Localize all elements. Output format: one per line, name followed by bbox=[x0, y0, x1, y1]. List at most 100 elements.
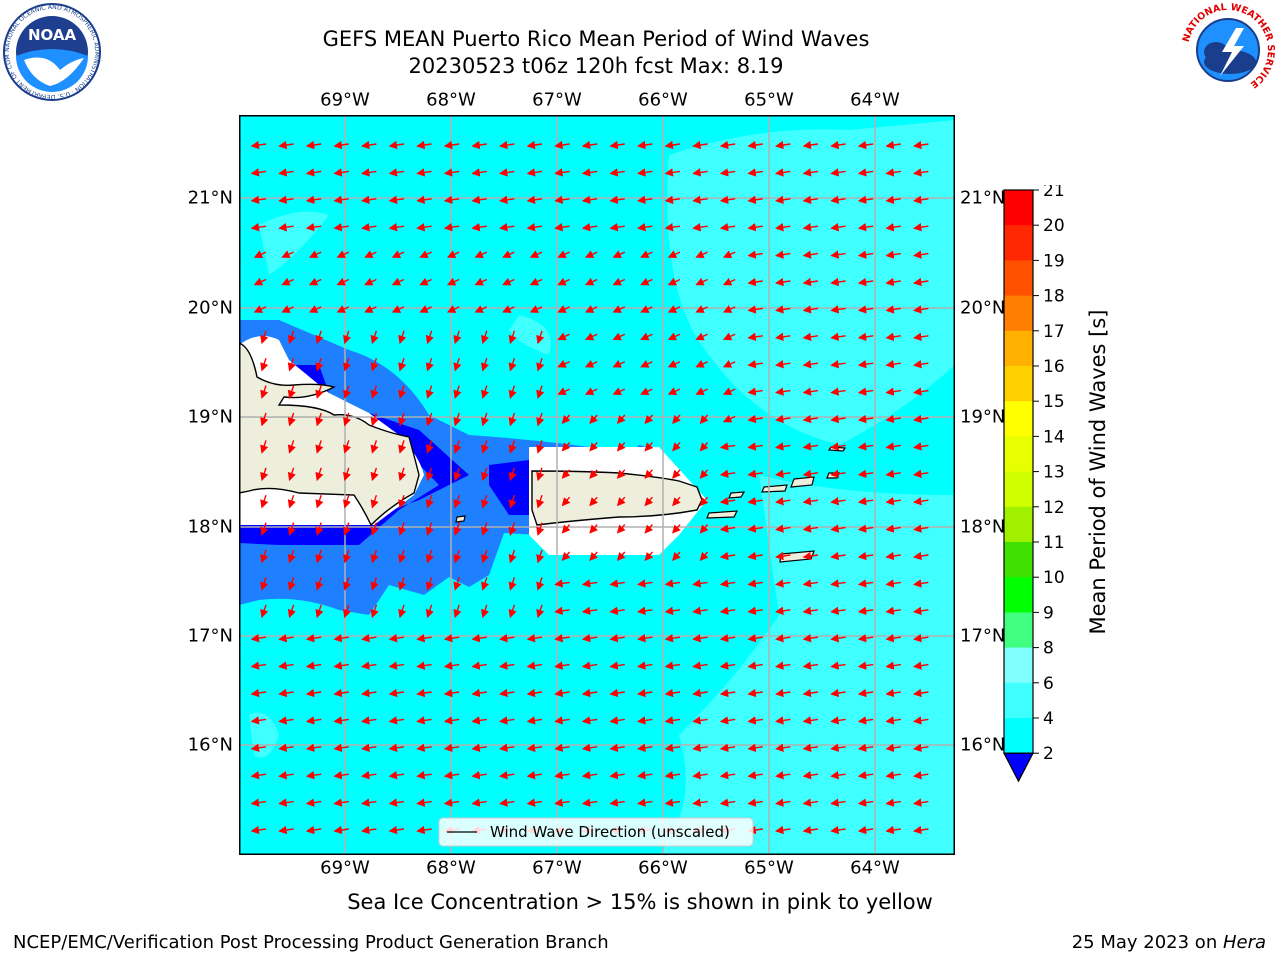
wave-direction-arrow bbox=[830, 250, 846, 259]
colorbar-band bbox=[1004, 260, 1033, 297]
wave-direction-arrow bbox=[775, 305, 791, 314]
lat-label-left: 21°N bbox=[187, 187, 233, 209]
wave-direction-arrow bbox=[747, 661, 763, 670]
wave-direction-arrow bbox=[305, 140, 322, 150]
lon-label-top: 64°W bbox=[850, 89, 900, 111]
wave-direction-arrow bbox=[747, 634, 763, 643]
chart-subtitle: 20230523 t06z 120h fcst Max: 8.19 bbox=[408, 54, 784, 78]
wave-direction-arrow bbox=[719, 497, 736, 506]
wave-direction-arrow bbox=[830, 305, 846, 314]
wave-direction-arrow bbox=[474, 305, 488, 313]
wave-direction-arrow bbox=[802, 387, 819, 396]
wave-direction-arrow bbox=[584, 305, 598, 313]
wave-direction-arrow bbox=[747, 524, 763, 533]
wave-direction-arrow bbox=[857, 305, 874, 314]
wave-direction-arrow bbox=[885, 360, 901, 369]
wave-direction-arrow bbox=[719, 688, 736, 698]
wave-direction-arrow bbox=[699, 441, 709, 452]
wave-direction-arrow bbox=[857, 688, 874, 698]
wave-direction-arrow bbox=[747, 688, 763, 698]
wave-direction-arrow bbox=[775, 771, 791, 780]
wave-direction-arrow bbox=[398, 330, 407, 345]
wave-direction-arrow bbox=[508, 412, 517, 427]
wave-direction-arrow bbox=[278, 743, 294, 752]
wave-direction-arrow bbox=[453, 467, 462, 482]
wave-direction-arrow bbox=[857, 195, 874, 204]
wave-direction-arrow bbox=[672, 496, 681, 507]
wave-direction-arrow bbox=[857, 360, 874, 369]
wave-direction-arrow bbox=[370, 440, 379, 454]
wave-direction-arrow bbox=[589, 524, 598, 534]
colorbar-band bbox=[1004, 295, 1033, 332]
wave-direction-arrow bbox=[857, 414, 874, 424]
wave-direction-arrow bbox=[443, 771, 460, 780]
wave-direction-arrow bbox=[453, 412, 462, 427]
wave-direction-arrow bbox=[644, 551, 654, 562]
wave-direction-arrow bbox=[416, 634, 432, 643]
wave-direction-arrow bbox=[885, 771, 901, 780]
wave-direction-arrow bbox=[508, 357, 517, 372]
wave-direction-arrow bbox=[361, 716, 377, 725]
wave-direction-arrow bbox=[885, 195, 901, 204]
wave-direction-arrow bbox=[278, 223, 294, 232]
colorbar-band bbox=[1004, 366, 1033, 402]
wave-direction-arrow bbox=[722, 277, 736, 286]
wave-direction-arrow bbox=[612, 387, 626, 396]
wave-direction-arrow bbox=[913, 579, 929, 588]
wave-direction-arrow bbox=[391, 277, 405, 286]
wave-direction-arrow bbox=[775, 606, 791, 615]
footer-left: NCEP/EMC/Verification Post Processing Pr… bbox=[13, 932, 609, 953]
wave-direction-arrow bbox=[775, 497, 791, 506]
wave-direction-arrow bbox=[278, 798, 294, 807]
footer-date: 25 May 2023 on Hera bbox=[1072, 932, 1266, 953]
wave-direction-arrow bbox=[830, 661, 846, 670]
lon-label-top: 65°W bbox=[744, 89, 794, 111]
wave-direction-arrow bbox=[609, 716, 625, 725]
wave-direction-arrow bbox=[581, 634, 598, 643]
wave-direction-arrow bbox=[536, 412, 545, 427]
wave-direction-arrow bbox=[557, 332, 570, 341]
lon-label-bottom: 67°W bbox=[532, 857, 582, 879]
wave-direction-arrow bbox=[419, 250, 432, 259]
wave-direction-arrow bbox=[640, 250, 653, 259]
wave-direction-arrow bbox=[830, 140, 846, 150]
wave-direction-arrow bbox=[361, 223, 377, 232]
wave-direction-arrow bbox=[287, 577, 296, 591]
wave-direction-arrow bbox=[722, 359, 736, 368]
wave-direction-arrow bbox=[453, 357, 462, 372]
wave-direction-arrow bbox=[719, 743, 736, 752]
colorbar-band bbox=[1004, 506, 1033, 543]
wave-direction-arrow bbox=[830, 469, 846, 478]
wave-direction-arrow bbox=[398, 522, 407, 536]
wave-direction-arrow bbox=[471, 716, 487, 725]
wave-direction-arrow bbox=[802, 497, 819, 506]
wave-direction-arrow bbox=[913, 469, 929, 478]
wave-direction-arrow bbox=[529, 305, 543, 313]
wave-direction-arrow bbox=[699, 469, 709, 479]
wave-direction-arrow bbox=[361, 688, 377, 698]
lat-label-right: 20°N bbox=[960, 297, 1006, 319]
wave-direction-arrow bbox=[589, 469, 598, 479]
lon-label-top: 68°W bbox=[426, 89, 476, 111]
colorbar-tick-label: 17 bbox=[1043, 322, 1065, 342]
wave-direction-arrow bbox=[287, 522, 296, 536]
wave-direction-arrow bbox=[333, 195, 349, 204]
wave-direction-arrow bbox=[554, 798, 570, 807]
wave-direction-arrow bbox=[747, 716, 763, 725]
wave-direction-arrow bbox=[695, 305, 708, 313]
wave-direction-arrow bbox=[253, 277, 267, 286]
wave-direction-arrow bbox=[343, 494, 351, 509]
wave-direction-arrow bbox=[398, 440, 407, 454]
wave-direction-arrow bbox=[644, 469, 654, 479]
wave-direction-arrow bbox=[419, 305, 432, 313]
wave-direction-arrow bbox=[667, 359, 681, 368]
wave-direction-arrow bbox=[692, 223, 708, 232]
lon-label-bottom: 66°W bbox=[638, 857, 688, 879]
wave-direction-arrow bbox=[536, 330, 545, 345]
colorbar-band bbox=[1004, 682, 1033, 719]
wave-direction-arrow bbox=[305, 798, 322, 807]
wave-direction-arrow bbox=[695, 387, 708, 396]
lat-label-left: 19°N bbox=[187, 406, 233, 428]
wave-direction-arrow bbox=[885, 716, 901, 725]
wave-direction-arrow bbox=[719, 716, 736, 725]
